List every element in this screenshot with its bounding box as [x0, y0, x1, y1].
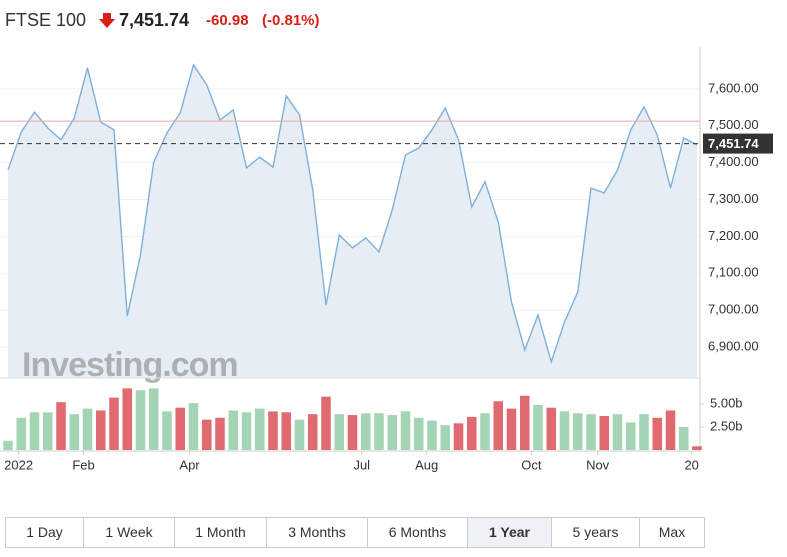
- volume-bar: [440, 425, 451, 450]
- x-tick-label: Oct: [521, 457, 542, 472]
- y-tick-label: 7,200.00: [708, 228, 759, 243]
- volume-bar: [294, 419, 305, 450]
- volume-bar: [188, 403, 199, 450]
- volume-bar: [612, 414, 623, 450]
- volume-bar: [493, 401, 504, 450]
- range-button[interactable]: 1 Month: [175, 518, 267, 547]
- x-tick-label: Nov: [586, 457, 610, 472]
- volume-bar: [82, 408, 93, 450]
- volume-bar: [334, 414, 345, 450]
- range-button[interactable]: 5 years: [552, 518, 640, 547]
- volume-bar: [413, 417, 424, 450]
- chart: FTSE 100 7,451.74 -60.98 (-0.81%) 6,900.…: [0, 10, 773, 472]
- change: -60.98: [206, 12, 249, 29]
- change-percent: (-0.81%): [262, 12, 320, 29]
- area-fill: [8, 64, 697, 379]
- volume-bar: [533, 404, 543, 450]
- range-button[interactable]: 3 Months: [267, 518, 368, 547]
- volume-bar: [347, 415, 358, 450]
- volume-bar: [546, 407, 557, 450]
- volume-bar: [321, 396, 331, 450]
- volume-bar: [281, 412, 292, 450]
- price: 7,451.74: [119, 10, 189, 30]
- y-tick-label: 7,300.00: [708, 191, 759, 206]
- volume-tick-label: 2.50b: [710, 418, 743, 433]
- volume-bar: [665, 410, 676, 450]
- volume-bar: [625, 422, 636, 450]
- y-tick-label: 6,900.00: [708, 338, 759, 353]
- volume-bar: [29, 412, 40, 450]
- current-price-box: [703, 133, 773, 154]
- y-tick-label: 7,500.00: [708, 117, 759, 132]
- current-price-label: 7,451.74: [708, 136, 759, 151]
- volume-bar: [586, 414, 596, 450]
- volume-bar: [109, 397, 119, 450]
- volume-bar: [254, 408, 265, 450]
- volume-bar: [599, 415, 610, 450]
- volume-bar: [400, 411, 411, 450]
- volume-bar: [652, 417, 663, 450]
- volume-bar: [307, 414, 318, 450]
- volume-bar: [374, 413, 384, 450]
- volume-bar: [466, 416, 477, 450]
- volume-bar: [241, 412, 252, 450]
- volume-bar: [572, 413, 583, 450]
- volume-bar: [148, 388, 159, 450]
- x-tick-label: Aug: [415, 457, 438, 472]
- x-tick-label: 2022: [4, 457, 33, 472]
- volume-bar: [122, 388, 133, 450]
- volume-bar: [360, 413, 371, 450]
- range-button[interactable]: 6 Months: [368, 518, 468, 547]
- volume-bar: [692, 446, 702, 450]
- x-tick-label: Apr: [179, 457, 200, 472]
- volume-bar: [215, 417, 225, 450]
- volume-bar: [639, 414, 649, 450]
- volume-bar: [95, 410, 106, 450]
- volume-bar: [678, 427, 689, 450]
- volume-bar: [135, 390, 146, 450]
- volume-bar: [268, 411, 278, 450]
- volume-bar: [228, 410, 239, 450]
- volume-bar: [162, 411, 172, 450]
- x-tick-label: Jul: [353, 457, 370, 472]
- y-tick-label: 7,100.00: [708, 265, 759, 280]
- volume-bar: [427, 420, 437, 450]
- volume-bar: [42, 412, 53, 450]
- volume-bar: [387, 415, 398, 450]
- volume-bar: [506, 408, 517, 450]
- volume-bar: [3, 440, 13, 450]
- volume-bar: [201, 419, 212, 450]
- volume-bar: [56, 402, 66, 450]
- volume-bar: [559, 411, 570, 450]
- volume-bar: [480, 413, 490, 450]
- range-selector: 1 Day 1 Week 1 Month 3 Months 6 Months 1 Year…: [5, 517, 705, 548]
- y-tick-label: 7,600.00: [708, 80, 759, 95]
- y-tick-label: 7,000.00: [708, 302, 759, 317]
- range-button[interactable]: Max: [658, 524, 686, 540]
- range-button[interactable]: 1 Week: [84, 518, 175, 547]
- range-button[interactable]: 1 Day: [6, 518, 84, 547]
- y-tick-label: 7,400.00: [708, 154, 759, 169]
- range-button[interactable]: 1 Year: [468, 518, 552, 547]
- volume-bar: [69, 414, 80, 450]
- down-arrow: [99, 13, 115, 28]
- volume-bar: [519, 395, 530, 450]
- price-line: [7, 63, 698, 365]
- x-tick-label: 20: [684, 457, 698, 472]
- volume-tick-label: 5.00b: [710, 395, 743, 410]
- volume-bar: [16, 417, 27, 450]
- x-tick-label: Feb: [72, 457, 94, 472]
- volume-bar: [175, 407, 186, 450]
- index-name: FTSE 100: [5, 10, 86, 30]
- volume-bar: [453, 423, 464, 450]
